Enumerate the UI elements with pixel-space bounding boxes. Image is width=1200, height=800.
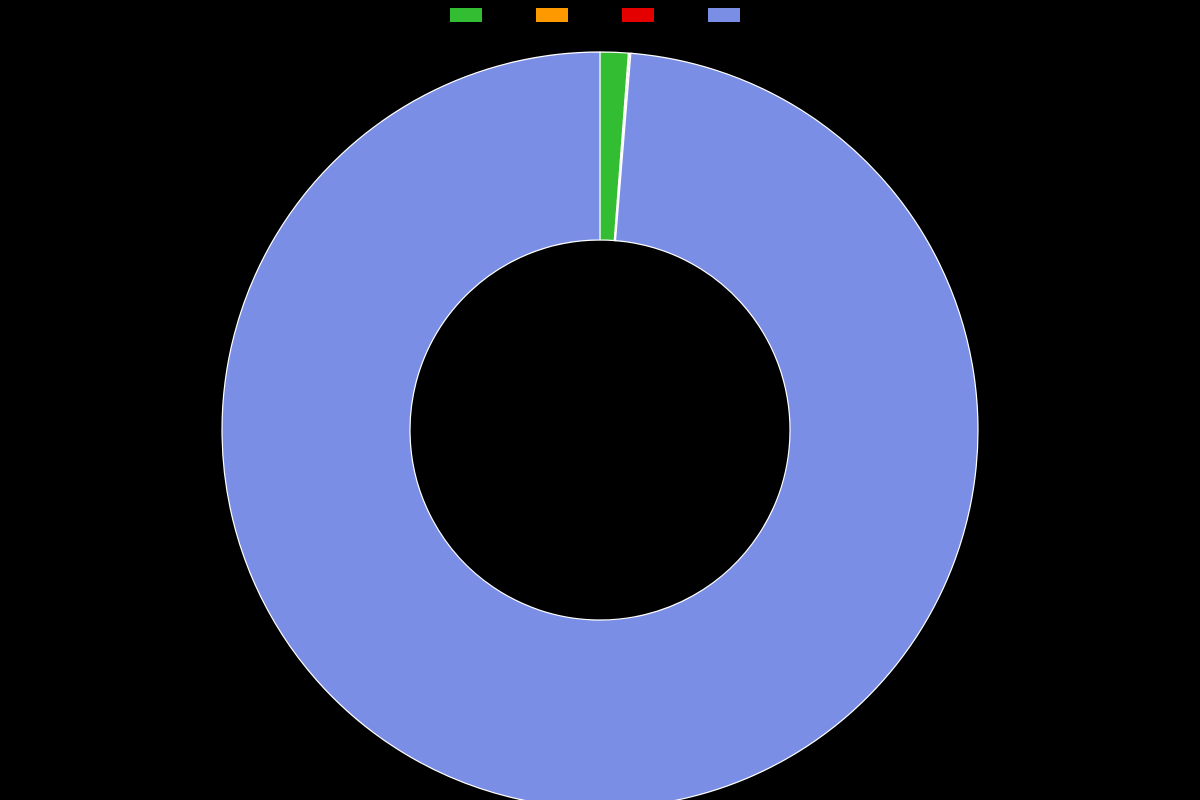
donut-chart xyxy=(0,20,1200,800)
donut-slice-3 xyxy=(222,52,978,800)
donut-svg xyxy=(0,20,1200,800)
